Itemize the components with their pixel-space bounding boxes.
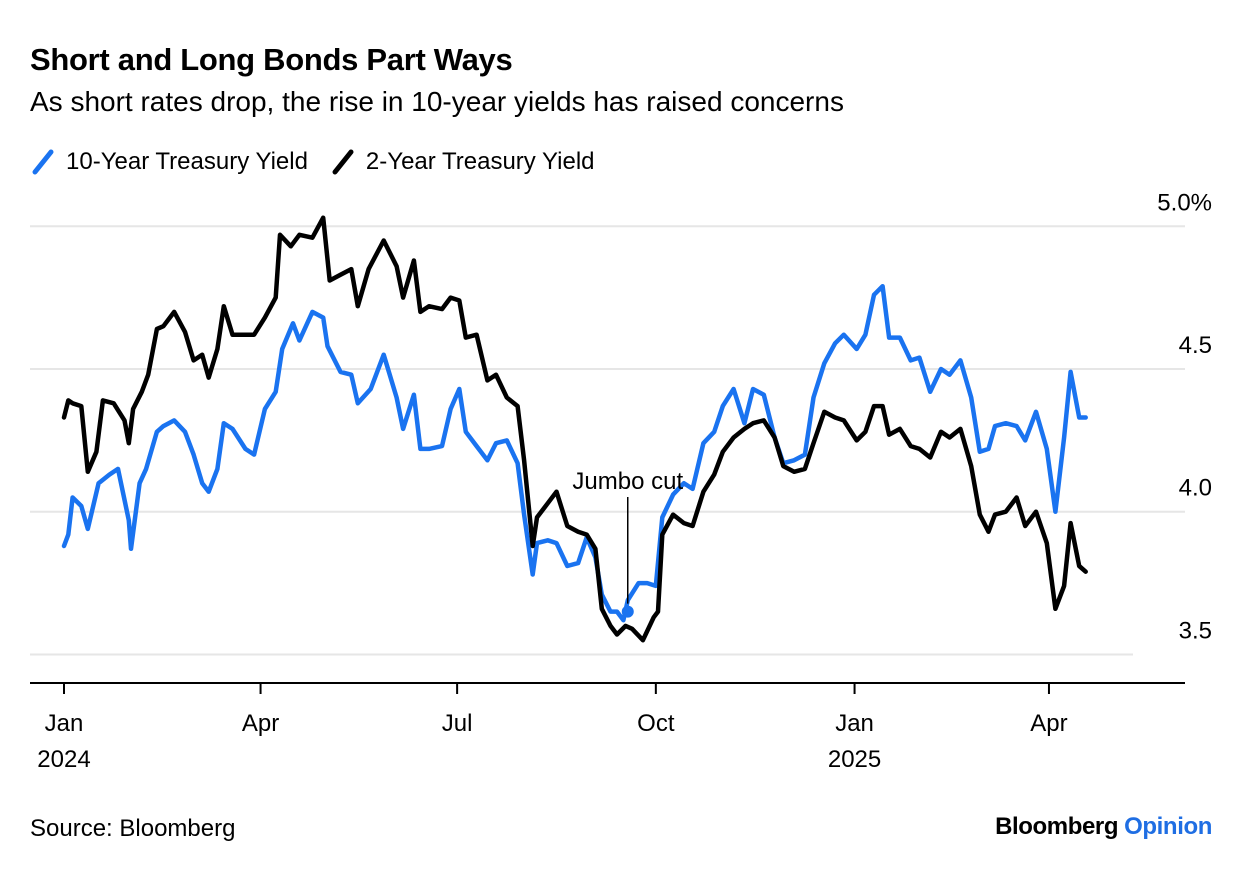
brand-logo: Bloomberg Opinion: [995, 813, 1212, 841]
annotation-label: Jumbo cut: [572, 468, 683, 495]
series-lines: [61, 215, 1088, 643]
x-tick-sublabel: 2024: [37, 746, 90, 773]
x-tick-label: Oct: [637, 710, 675, 737]
series-line-2y: [61, 215, 1088, 643]
legend-item-2y: 2-Year Treasury Yield: [330, 148, 595, 176]
brand-suffix: Opinion: [1124, 813, 1212, 840]
x-tick-sublabel: 2025: [828, 746, 881, 773]
brand-name: Bloomberg: [995, 813, 1119, 840]
legend-swatch-2y-icon: [332, 149, 354, 175]
annotations: Jumbo cut: [572, 468, 683, 618]
series-line-10y: [61, 283, 1088, 623]
y-tick-label: 4.5: [1179, 332, 1212, 359]
legend-item-10y: 10-Year Treasury Yield: [30, 148, 308, 176]
y-tick-label: 3.5: [1179, 617, 1212, 644]
x-tick-label: Jul: [442, 710, 473, 737]
chart-subtitle: As short rates drop, the rise in 10-year…: [30, 86, 844, 117]
legend-label-10y: 10-Year Treasury Yield: [66, 148, 308, 175]
gridlines: [30, 225, 1185, 656]
chart-title: Short and Long Bonds Part Ways: [30, 42, 513, 77]
x-tick-label: Jan: [45, 710, 84, 737]
legend-label-2y: 2-Year Treasury Yield: [365, 148, 595, 175]
x-tick-label: Apr: [1030, 710, 1067, 737]
legend: 10-Year Treasury Yield 2-Year Treasury Y…: [30, 148, 617, 176]
x-tick-label: Jan: [835, 710, 874, 737]
y-tick-label: 4.0: [1179, 475, 1212, 502]
legend-swatch-10y-icon: [32, 149, 54, 175]
x-axis: Jan 2024 Apr Jul Oct Jan 2025 Apr: [30, 682, 1185, 773]
y-axis-labels: 3.5 4.0 4.5 5.0%: [1157, 189, 1212, 644]
annotation-marker: [621, 605, 634, 618]
source-note: Source: Bloomberg: [30, 815, 236, 842]
x-tick-label: Apr: [242, 710, 279, 737]
y-tick-label: 5.0%: [1157, 189, 1212, 216]
